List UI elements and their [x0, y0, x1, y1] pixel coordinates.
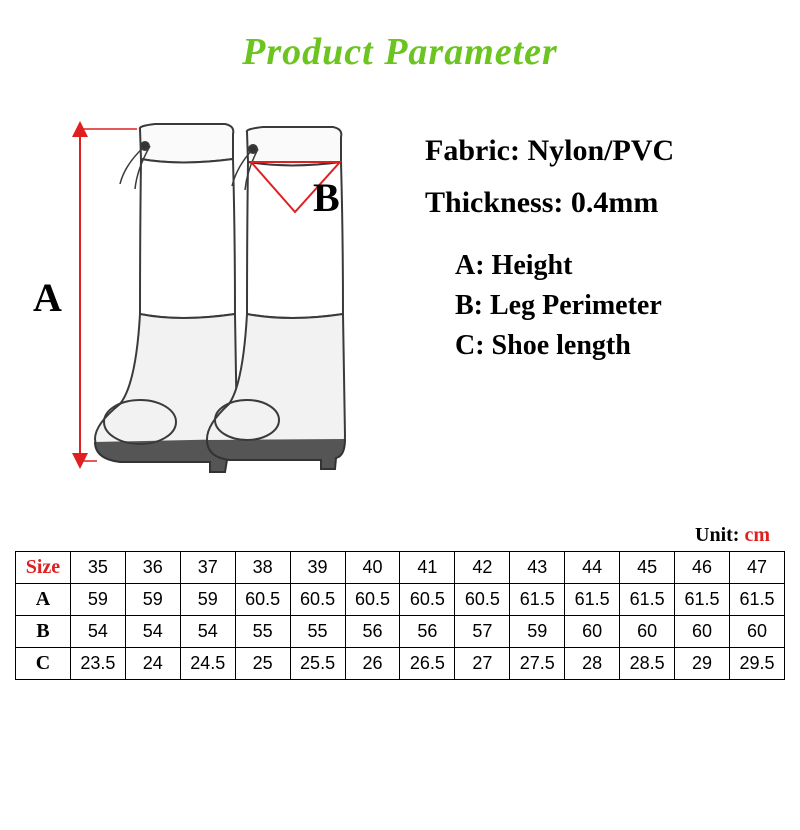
table-cell: 25: [235, 648, 290, 680]
table-cell: 27: [455, 648, 510, 680]
table-cell: 26.5: [400, 648, 455, 680]
table-cell: 26: [345, 648, 400, 680]
legend-b: B: Leg Perimeter: [455, 290, 775, 322]
unit-value: cm: [744, 524, 770, 546]
table-col-header: 39: [290, 552, 345, 584]
table-col-header: 45: [620, 552, 675, 584]
table-col-header: 41: [400, 552, 455, 584]
table-cell: 57: [455, 616, 510, 648]
table-cell: 29.5: [729, 648, 784, 680]
thickness-line: Thickness: 0.4mm: [425, 186, 775, 220]
table-cell: 61.5: [675, 584, 730, 616]
size-table: Size35363738394041424344454647A59595960.…: [15, 551, 785, 680]
table-cell: 60.5: [455, 584, 510, 616]
table-cell: 60.5: [235, 584, 290, 616]
fabric-line: Fabric: Nylon/PVC: [425, 134, 775, 168]
table-cell: 55: [235, 616, 290, 648]
page-title: Product Parameter: [0, 30, 800, 74]
spec-area: Fabric: Nylon/PVC Thickness: 0.4mm A: He…: [385, 104, 775, 484]
legend-c: C: Shoe length: [455, 330, 775, 362]
table-cell: 56: [400, 616, 455, 648]
table-row-header: A: [16, 584, 71, 616]
table-cell: 60: [675, 616, 730, 648]
boot-svg: [25, 104, 385, 484]
table-cell: 54: [125, 616, 180, 648]
size-table-wrap: Size35363738394041424344454647A59595960.…: [0, 551, 800, 680]
table-cell: 54: [180, 616, 235, 648]
table-col-header: 44: [565, 552, 620, 584]
table-cell: 61.5: [729, 584, 784, 616]
table-cell: 25.5: [290, 648, 345, 680]
table-row-header: B: [16, 616, 71, 648]
legend: A: Height B: Leg Perimeter C: Shoe lengt…: [425, 250, 775, 362]
table-cell: 59: [510, 616, 565, 648]
unit-row: Unit: cm: [0, 524, 800, 547]
table-cell: 60.5: [290, 584, 345, 616]
table-cell: 60.5: [345, 584, 400, 616]
boot-diagram: A B: [25, 104, 385, 484]
table-cell: 61.5: [565, 584, 620, 616]
table-cell: 56: [345, 616, 400, 648]
table-cell: 59: [70, 584, 125, 616]
table-header-size: Size: [16, 552, 71, 584]
table-cell: 23.5: [70, 648, 125, 680]
table-row-header: C: [16, 648, 71, 680]
table-cell: 55: [290, 616, 345, 648]
table-col-header: 35: [70, 552, 125, 584]
thickness-label: Thickness:: [425, 186, 563, 219]
table-cell: 60: [729, 616, 784, 648]
table-cell: 24: [125, 648, 180, 680]
diagram-label-a: A: [33, 274, 62, 321]
table-col-header: 47: [729, 552, 784, 584]
unit-label: Unit:: [695, 524, 739, 546]
table-cell: 59: [180, 584, 235, 616]
table-col-header: 42: [455, 552, 510, 584]
table-cell: 27.5: [510, 648, 565, 680]
table-col-header: 46: [675, 552, 730, 584]
fabric-value: Nylon/PVC: [527, 134, 674, 167]
legend-a: A: Height: [455, 250, 775, 282]
table-cell: 24.5: [180, 648, 235, 680]
table-cell: 60: [620, 616, 675, 648]
thickness-value: 0.4mm: [571, 186, 658, 219]
table-cell: 28: [565, 648, 620, 680]
table-col-header: 38: [235, 552, 290, 584]
table-cell: 29: [675, 648, 730, 680]
table-col-header: 37: [180, 552, 235, 584]
diagram-label-b: B: [313, 174, 340, 221]
table-cell: 61.5: [510, 584, 565, 616]
table-col-header: 36: [125, 552, 180, 584]
table-col-header: 43: [510, 552, 565, 584]
table-cell: 59: [125, 584, 180, 616]
content-row: A B Fabric: Nylon/PVC Thickness: 0.4mm A…: [0, 104, 800, 484]
table-cell: 60.5: [400, 584, 455, 616]
table-cell: 28.5: [620, 648, 675, 680]
table-cell: 60: [565, 616, 620, 648]
table-cell: 54: [70, 616, 125, 648]
fabric-label: Fabric:: [425, 134, 520, 167]
table-col-header: 40: [345, 552, 400, 584]
table-cell: 61.5: [620, 584, 675, 616]
